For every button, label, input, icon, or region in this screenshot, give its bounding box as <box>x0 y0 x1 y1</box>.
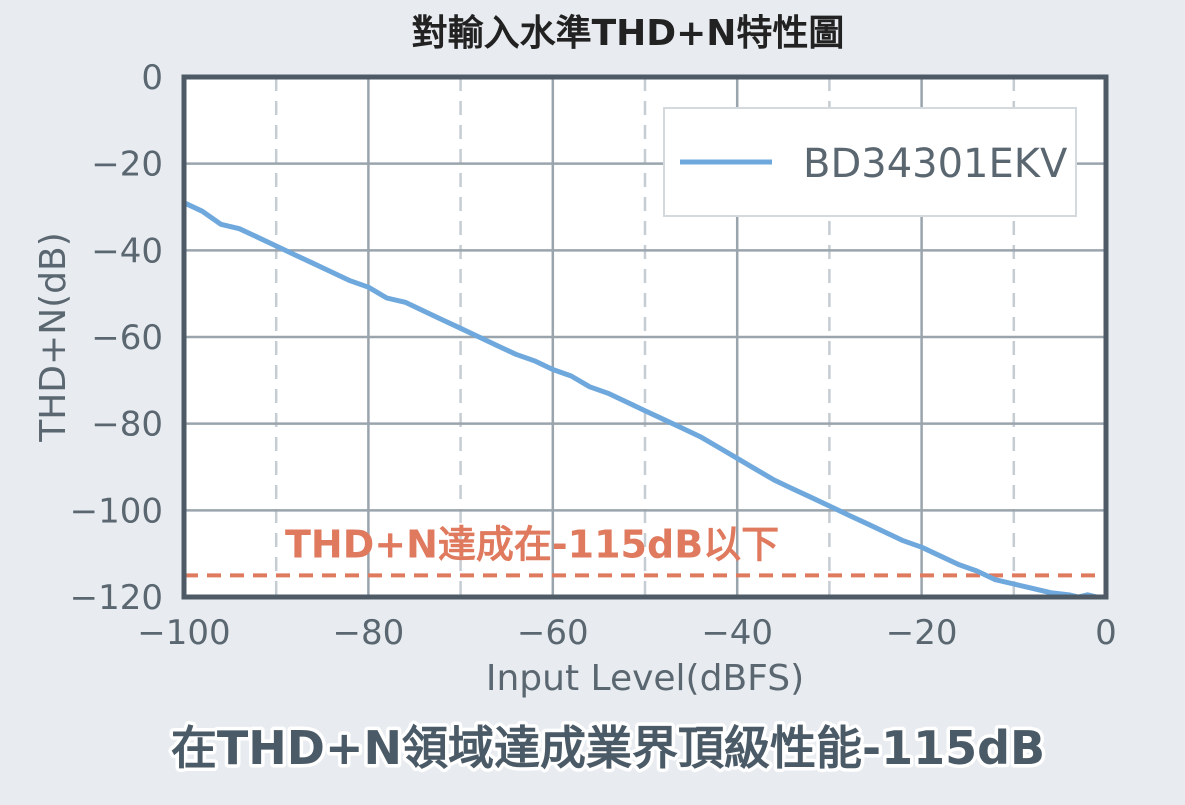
reference-lines: THD+N達成在-115dB以下 <box>184 522 1106 578</box>
y-tick-labels: 0 −20 −40 −60 −80 −100 −120 <box>70 58 163 618</box>
caption: 在THD+N領域達成業界頂級性能-115dB <box>171 721 1045 775</box>
x-tick-label: 0 <box>1095 613 1117 653</box>
x-tick-label: −60 <box>517 613 589 653</box>
x-axis-label: Input Level(dBFS) <box>486 658 804 699</box>
series-line <box>181 200 1109 600</box>
y-tick-label: −20 <box>91 145 163 185</box>
y-tick-label: −120 <box>70 578 163 618</box>
x-tick-label: −20 <box>886 613 958 653</box>
x-tick-label: −40 <box>701 613 773 653</box>
reference-label: THD+N達成在-115dB以下 <box>285 522 779 566</box>
y-tick-label: −40 <box>91 231 163 271</box>
plot-frame <box>181 74 1109 600</box>
chart-title: 對輸入水準THD+N特性圖 <box>412 13 845 54</box>
series-lines <box>181 200 1109 600</box>
y-tick-label: 0 <box>141 58 163 98</box>
y-tick-label: −100 <box>70 491 163 531</box>
y-tick-label: −60 <box>91 318 163 358</box>
legend-label: BD34301EKV <box>803 141 1068 187</box>
x-tick-labels: −100 −80 −60 −40 −20 0 <box>137 613 1117 653</box>
y-tick-label: −80 <box>91 405 163 445</box>
legend: BD34301EKV <box>663 107 1077 217</box>
x-tick-label: −100 <box>137 613 230 653</box>
y-axis-label: THD+N(dB) <box>33 232 74 443</box>
x-tick-label: −80 <box>333 613 405 653</box>
